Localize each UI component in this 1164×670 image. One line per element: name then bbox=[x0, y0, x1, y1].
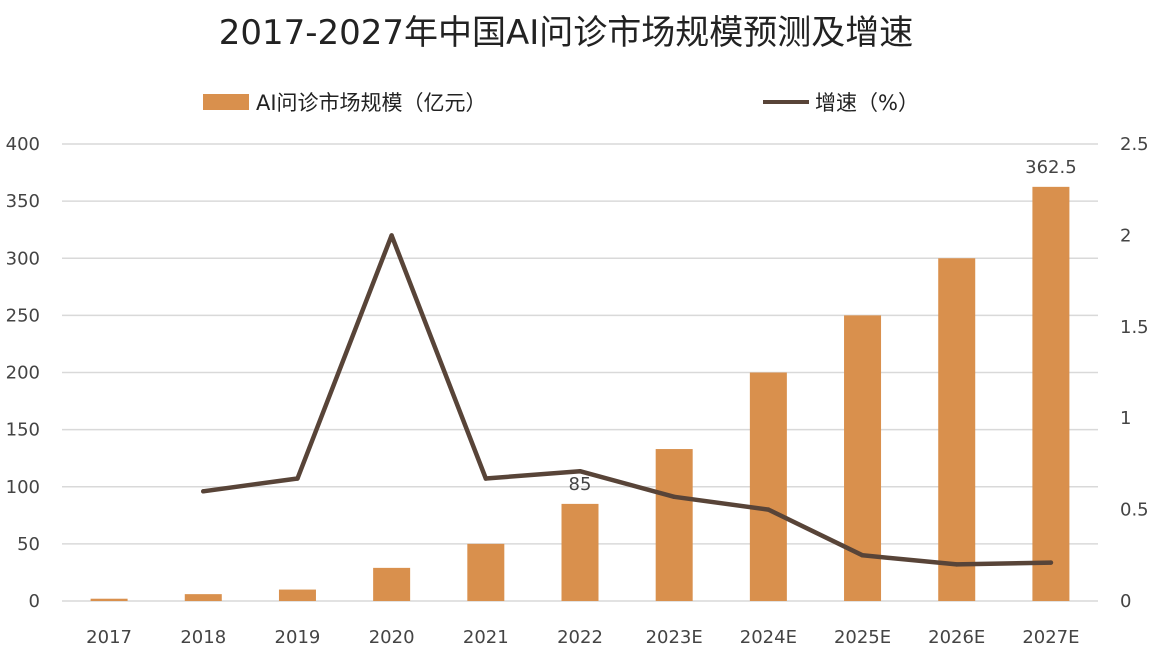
right-tick-label: 1 bbox=[1120, 408, 1131, 429]
legend-swatch-line bbox=[763, 100, 809, 104]
left-tick-label: 400 bbox=[6, 134, 40, 155]
x-tick-label: 2025E bbox=[834, 627, 891, 648]
data-labels: 85 362.5 bbox=[569, 157, 1077, 495]
left-tick-label: 200 bbox=[6, 363, 40, 384]
right-tick-label: 0.5 bbox=[1120, 500, 1149, 521]
left-tick-label: 250 bbox=[6, 305, 40, 326]
chart-title: 2017-2027年中国AI问诊市场规模预测及增速 bbox=[219, 13, 914, 53]
growth-line bbox=[201, 233, 1054, 567]
right-tick-label: 2.5 bbox=[1120, 134, 1149, 155]
x-tick-label: 2017 bbox=[86, 627, 132, 648]
bar bbox=[938, 258, 976, 601]
bar bbox=[561, 503, 599, 601]
bar bbox=[1032, 186, 1070, 601]
x-tick-label: 2020 bbox=[369, 627, 415, 648]
growth-line-point bbox=[1048, 560, 1054, 565]
bar-value-label: 85 bbox=[569, 474, 592, 495]
x-tick-label: 2024E bbox=[740, 627, 797, 648]
right-tick-label: 1.5 bbox=[1120, 317, 1149, 338]
right-tick-label: 2 bbox=[1120, 225, 1131, 246]
legend-label-line: 增速（%） bbox=[815, 91, 919, 115]
growth-line-point bbox=[483, 476, 489, 481]
growth-line-path bbox=[201, 233, 1054, 567]
growth-line-point bbox=[201, 489, 206, 494]
growth-line-point bbox=[766, 507, 771, 512]
right-tick-label: 0 bbox=[1120, 591, 1131, 612]
legend: AI问诊市场规模（亿元） 增速（%） bbox=[203, 91, 919, 115]
x-tick-label: 2021 bbox=[463, 627, 509, 648]
growth-line-point bbox=[295, 476, 300, 481]
x-tick-label: 2018 bbox=[180, 627, 226, 648]
bar bbox=[749, 372, 787, 601]
legend-label-bar: AI问诊市场规模（亿元） bbox=[256, 91, 487, 115]
left-axis: 0 50 100 150 200 250 300 350 400 bbox=[6, 134, 40, 612]
growth-line-point bbox=[577, 469, 583, 474]
x-axis: 2017 2018 2019 2020 2021 2022 2023E 2024E 2025E 2… bbox=[86, 627, 1079, 648]
bar-value-label: 362.5 bbox=[1025, 157, 1077, 178]
left-tick-label: 100 bbox=[6, 477, 40, 498]
legend-swatch-bar bbox=[203, 94, 249, 110]
bar bbox=[278, 589, 316, 601]
x-tick-label: 2022 bbox=[557, 627, 603, 648]
bar bbox=[184, 594, 222, 601]
right-axis: 0 0.5 1 1.5 2 2.5 bbox=[1120, 134, 1149, 612]
bar bbox=[373, 567, 411, 601]
bar bbox=[90, 598, 128, 601]
bars bbox=[90, 186, 1070, 601]
growth-line-point bbox=[860, 553, 865, 558]
left-tick-label: 50 bbox=[17, 534, 40, 555]
growth-line-point bbox=[954, 562, 959, 567]
x-tick-label: 2023E bbox=[646, 627, 703, 648]
bar bbox=[467, 543, 505, 601]
left-tick-label: 150 bbox=[6, 420, 40, 441]
growth-line-point bbox=[671, 494, 677, 500]
x-tick-label: 2019 bbox=[275, 627, 321, 648]
x-tick-label: 2027E bbox=[1022, 627, 1079, 648]
left-tick-label: 300 bbox=[6, 248, 40, 269]
left-tick-label: 0 bbox=[29, 591, 40, 612]
x-tick-label: 2026E bbox=[928, 627, 985, 648]
growth-line-point bbox=[389, 233, 394, 238]
bar bbox=[655, 449, 693, 601]
left-tick-label: 350 bbox=[6, 191, 40, 212]
